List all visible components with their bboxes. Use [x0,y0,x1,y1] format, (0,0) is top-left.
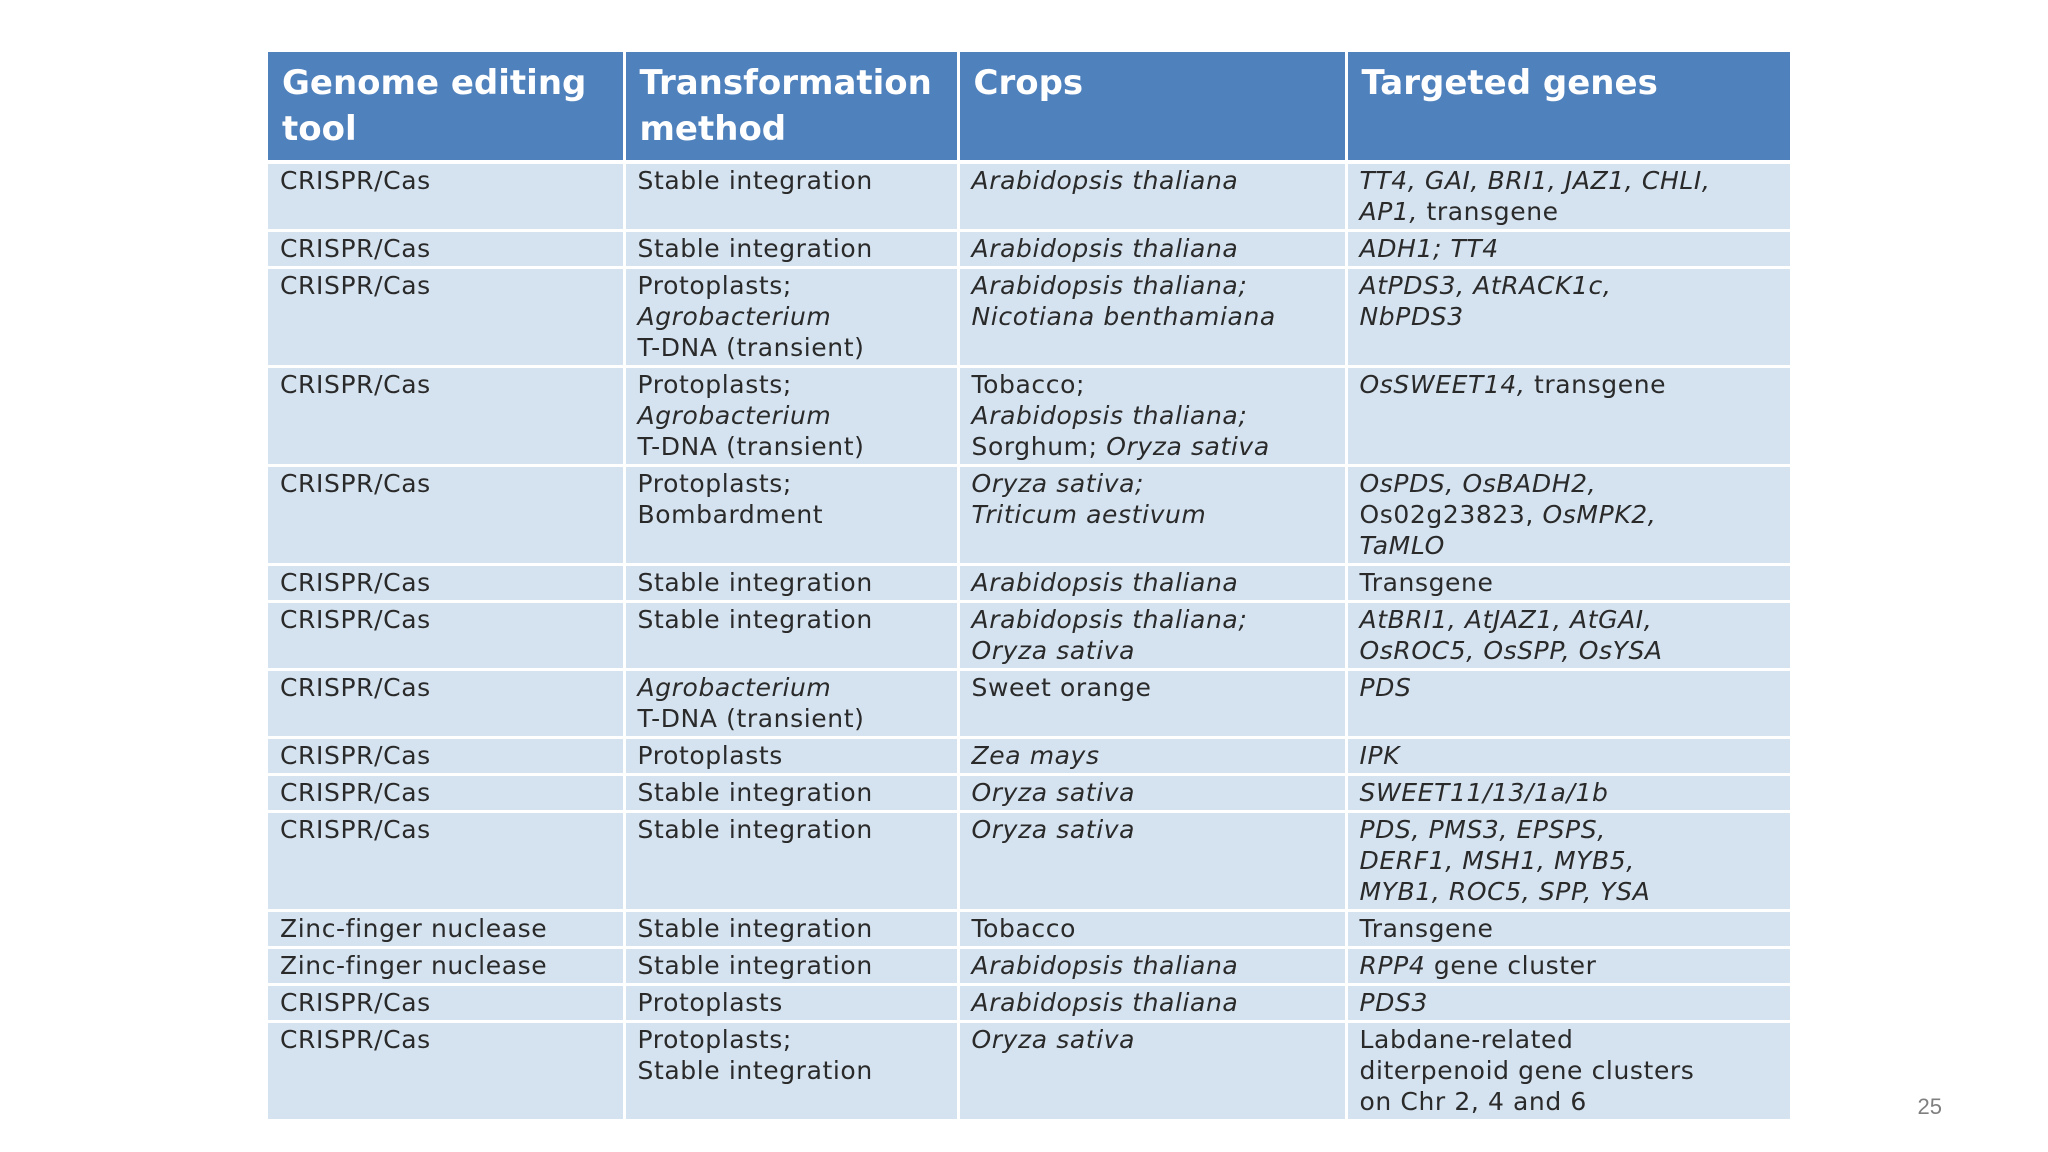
table-header-row: Genome editing tool Transformation metho… [268,52,1790,162]
method-cell: Agrobacterium T-DNA (transient) [624,668,960,738]
method-cell: Protoplasts; Agrobacterium T-DNA (transi… [624,365,960,466]
method-cell: Protoplasts; Bombardment [624,464,960,565]
table-row: CRISPR/Cas Stable integration Oryza sativa… [268,810,1790,911]
genes-cell: Labdane-related diterpenoid gene cluster… [1346,1020,1790,1119]
tool-cell: CRISPR/Cas [268,668,626,738]
tool-cell: CRISPR/Cas [268,229,626,268]
table-row: CRISPR/Cas Stable integration Arabidopsis … [268,229,1790,268]
genes-cell: ADH1; TT4 [1346,229,1790,268]
tool-cell: Zinc-finger nuclease [268,909,626,948]
method-cell: Protoplasts; Stable integration [624,1020,960,1119]
tool-cell: CRISPR/Cas [268,1020,626,1119]
header-transformation-method: Transformation method [624,52,960,162]
tool-cell: CRISPR/Cas [268,983,626,1022]
method-cell: Protoplasts; Agrobacterium T-DNA (transi… [624,266,960,367]
header-targeted-genes: Targeted genes [1346,52,1790,162]
table-row: CRISPR/Cas Protoplasts Zea mays IPK [268,736,1790,775]
table-row: CRISPR/Cas Protoplasts; Stable integratio… [268,1020,1790,1119]
method-cell: Stable integration [624,946,960,985]
table-row: CRISPR/Cas Stable integration Arabidopsis … [268,600,1790,670]
table-row: Zinc-finger nuclease Stable integration To… [268,909,1790,948]
crops-cell: Arabidopsis thaliana [958,229,1348,268]
method-cell: Protoplasts [624,983,960,1022]
crops-cell: Oryza sativa; Triticum aestivum [958,464,1348,565]
method-cell: Stable integration [624,773,960,812]
table-row: CRISPR/Cas Protoplasts; Agrobacterium T-D… [268,266,1790,367]
crops-cell: Tobacco [958,909,1348,948]
method-cell: Stable integration [624,810,960,911]
tool-cell: CRISPR/Cas [268,736,626,775]
genes-cell: PDS3 [1346,983,1790,1022]
table-row: CRISPR/Cas Protoplasts; Bombardment Oryza … [268,464,1790,565]
tool-cell: CRISPR/Cas [268,365,626,466]
genes-cell: OsSWEET14, transgene [1346,365,1790,466]
method-cell: Stable integration [624,229,960,268]
tool-cell: CRISPR/Cas [268,266,626,367]
genes-cell: PDS [1346,668,1790,738]
table-row: Zinc-finger nuclease Stable integration Ar… [268,946,1790,985]
tool-cell: CRISPR/Cas [268,464,626,565]
method-cell: Stable integration [624,909,960,948]
genes-cell: AtBRI1, AtJAZ1, AtGAI, OsROC5, OsSPP, Os… [1346,600,1790,670]
crops-cell: Oryza sativa [958,1020,1348,1119]
header-crops: Crops [958,52,1348,162]
tool-cell: Zinc-finger nuclease [268,946,626,985]
genes-cell: RPP4 gene cluster [1346,946,1790,985]
table-row: CRISPR/Cas Agrobacterium T-DNA (transient… [268,668,1790,738]
table-row: CRISPR/Cas Stable integration Oryza sativa… [268,773,1790,812]
crops-cell: Arabidopsis thaliana [958,160,1348,231]
table-row: CRISPR/Cas Stable integration Arabidopsis … [268,563,1790,602]
table-body: CRISPR/Cas Stable integration Arabidopsis … [268,160,1790,1119]
crops-cell: Arabidopsis thaliana [958,983,1348,1022]
tool-cell: CRISPR/Cas [268,563,626,602]
tool-cell: CRISPR/Cas [268,810,626,911]
method-cell: Stable integration [624,160,960,231]
genes-cell: TT4, GAI, BRI1, JAZ1, CHLI, AP1, transge… [1346,160,1790,231]
genes-cell: OsPDS, OsBADH2, Os02g23823, OsMPK2, TaML… [1346,464,1790,565]
genes-cell: IPK [1346,736,1790,775]
crops-cell: Arabidopsis thaliana; Nicotiana benthami… [958,266,1348,367]
crops-cell: Oryza sativa [958,810,1348,911]
crops-cell: Arabidopsis thaliana [958,946,1348,985]
tool-cell: CRISPR/Cas [268,600,626,670]
page-number: 25 [1917,1094,1942,1119]
genes-cell: PDS, PMS3, EPSPS, DERF1, MSH1, MYB5, MYB… [1346,810,1790,911]
table-row: CRISPR/Cas Protoplasts; Agrobacterium T-D… [268,365,1790,466]
header-genome-editing-tool: Genome editing tool [268,52,626,162]
crops-cell: Arabidopsis thaliana; Oryza sativa [958,600,1348,670]
genes-cell: SWEET11/13/1a/1b [1346,773,1790,812]
tool-cell: CRISPR/Cas [268,160,626,231]
tool-cell: CRISPR/Cas [268,773,626,812]
table-row: CRISPR/Cas Stable integration Arabidopsis … [268,160,1790,231]
genes-cell: AtPDS3, AtRACK1c, NbPDS3 [1346,266,1790,367]
crops-cell: Oryza sativa [958,773,1348,812]
crops-cell: Zea mays [958,736,1348,775]
method-cell: Protoplasts [624,736,960,775]
method-cell: Stable integration [624,600,960,670]
genes-cell: Transgene [1346,563,1790,602]
crops-cell: Tobacco; Arabidopsis thaliana; Sorghum; … [958,365,1348,466]
method-cell: Stable integration [624,563,960,602]
crops-cell: Sweet orange [958,668,1348,738]
gene-editing-table: Genome editing tool Transformation metho… [268,52,1790,1119]
crops-cell: Arabidopsis thaliana [958,563,1348,602]
table-row: CRISPR/Cas Protoplasts Arabidopsis thalian… [268,983,1790,1022]
genes-cell: Transgene [1346,909,1790,948]
